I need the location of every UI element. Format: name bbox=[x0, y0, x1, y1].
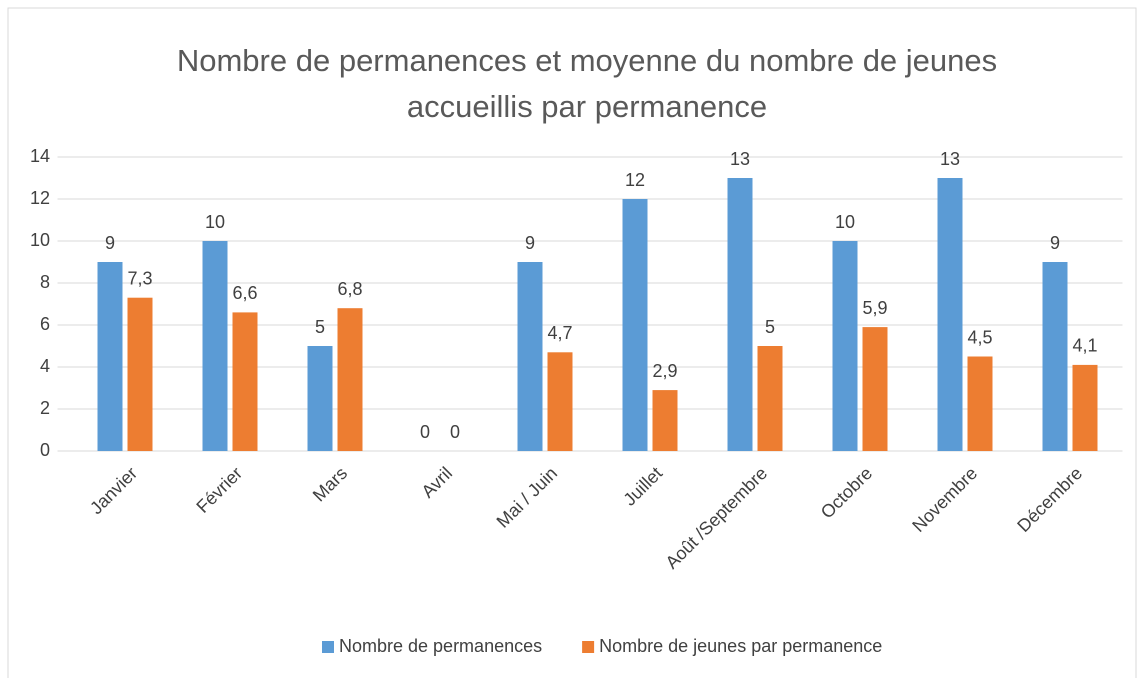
y-tick-label: 12 bbox=[30, 188, 50, 208]
y-tick-label: 6 bbox=[40, 314, 50, 334]
bar bbox=[127, 297, 153, 451]
bar bbox=[337, 308, 363, 451]
bar bbox=[862, 327, 888, 451]
bar bbox=[727, 178, 753, 451]
data-label: 9 bbox=[105, 233, 115, 253]
bar bbox=[832, 241, 858, 451]
legend-label: Nombre de permanences bbox=[339, 636, 542, 656]
chart-title: Nombre de permanences et moyenne du nomb… bbox=[176, 43, 998, 124]
y-tick-label: 0 bbox=[40, 440, 50, 460]
data-label: 0 bbox=[450, 422, 460, 442]
x-tick-label: Juillet bbox=[619, 463, 666, 510]
data-label: 4,7 bbox=[547, 323, 572, 343]
data-label: 4,5 bbox=[967, 327, 992, 347]
data-label: 5,9 bbox=[862, 298, 887, 318]
bar bbox=[937, 178, 963, 451]
bar bbox=[967, 356, 993, 451]
data-label: 7,3 bbox=[127, 268, 152, 288]
data-label: 5 bbox=[765, 317, 775, 337]
x-tick-label: Février bbox=[192, 463, 246, 517]
y-tick-label: 8 bbox=[40, 272, 50, 292]
x-tick-label: Décembre bbox=[1013, 463, 1086, 536]
legend-swatch bbox=[582, 641, 595, 653]
data-label: 10 bbox=[835, 212, 855, 232]
data-label: 9 bbox=[1050, 233, 1060, 253]
data-label: 10 bbox=[205, 212, 225, 232]
y-tick-label: 4 bbox=[40, 356, 50, 376]
x-tick-label: Avril bbox=[418, 463, 457, 502]
data-label: 0 bbox=[420, 422, 430, 442]
data-label: 2,9 bbox=[652, 361, 677, 381]
bar bbox=[652, 390, 678, 451]
bar bbox=[1072, 364, 1098, 451]
x-tick-label: Octobre bbox=[817, 463, 876, 522]
data-label: 9 bbox=[525, 233, 535, 253]
x-tick-label: Mars bbox=[309, 463, 351, 505]
y-tick-label: 2 bbox=[40, 398, 50, 418]
y-tick-label: 10 bbox=[30, 230, 50, 250]
data-label: 13 bbox=[940, 149, 960, 169]
x-tick-label: Novembre bbox=[908, 463, 981, 536]
bar bbox=[517, 262, 543, 451]
x-tick-label: Août /Septembre bbox=[662, 463, 772, 573]
bar bbox=[757, 346, 783, 451]
bar bbox=[1042, 262, 1068, 451]
bar bbox=[232, 312, 258, 451]
x-tick-label: Janvier bbox=[86, 463, 141, 518]
bar bbox=[97, 262, 123, 451]
data-label: 13 bbox=[730, 149, 750, 169]
chart-border bbox=[7, 7, 1137, 678]
data-label: 6,6 bbox=[232, 283, 257, 303]
data-label: 12 bbox=[625, 170, 645, 190]
bar bbox=[547, 352, 573, 451]
bar bbox=[202, 241, 228, 451]
data-label: 6,8 bbox=[337, 279, 362, 299]
data-label: 4,1 bbox=[1072, 336, 1097, 356]
y-tick-label: 14 bbox=[30, 146, 50, 166]
bar bbox=[622, 199, 648, 451]
legend-label: Nombre de jeunes par permanence bbox=[599, 636, 882, 656]
bar bbox=[307, 346, 333, 451]
x-tick-label: Mai / Juin bbox=[493, 463, 562, 532]
legend-swatch bbox=[322, 641, 334, 653]
data-label: 5 bbox=[315, 317, 325, 337]
